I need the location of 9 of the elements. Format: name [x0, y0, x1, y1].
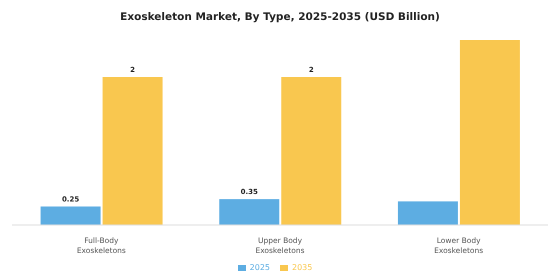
bar: [460, 40, 520, 225]
bar: [281, 77, 342, 225]
bar: [102, 77, 163, 225]
legend-label: 2035: [292, 263, 312, 272]
bar: [40, 206, 101, 225]
chart-title: Exoskeleton Market, By Type, 2025-2035 (USD Billion): [119, 10, 441, 25]
bar: [219, 199, 280, 225]
legend-label: 2025: [250, 263, 270, 272]
bar: [398, 201, 458, 225]
